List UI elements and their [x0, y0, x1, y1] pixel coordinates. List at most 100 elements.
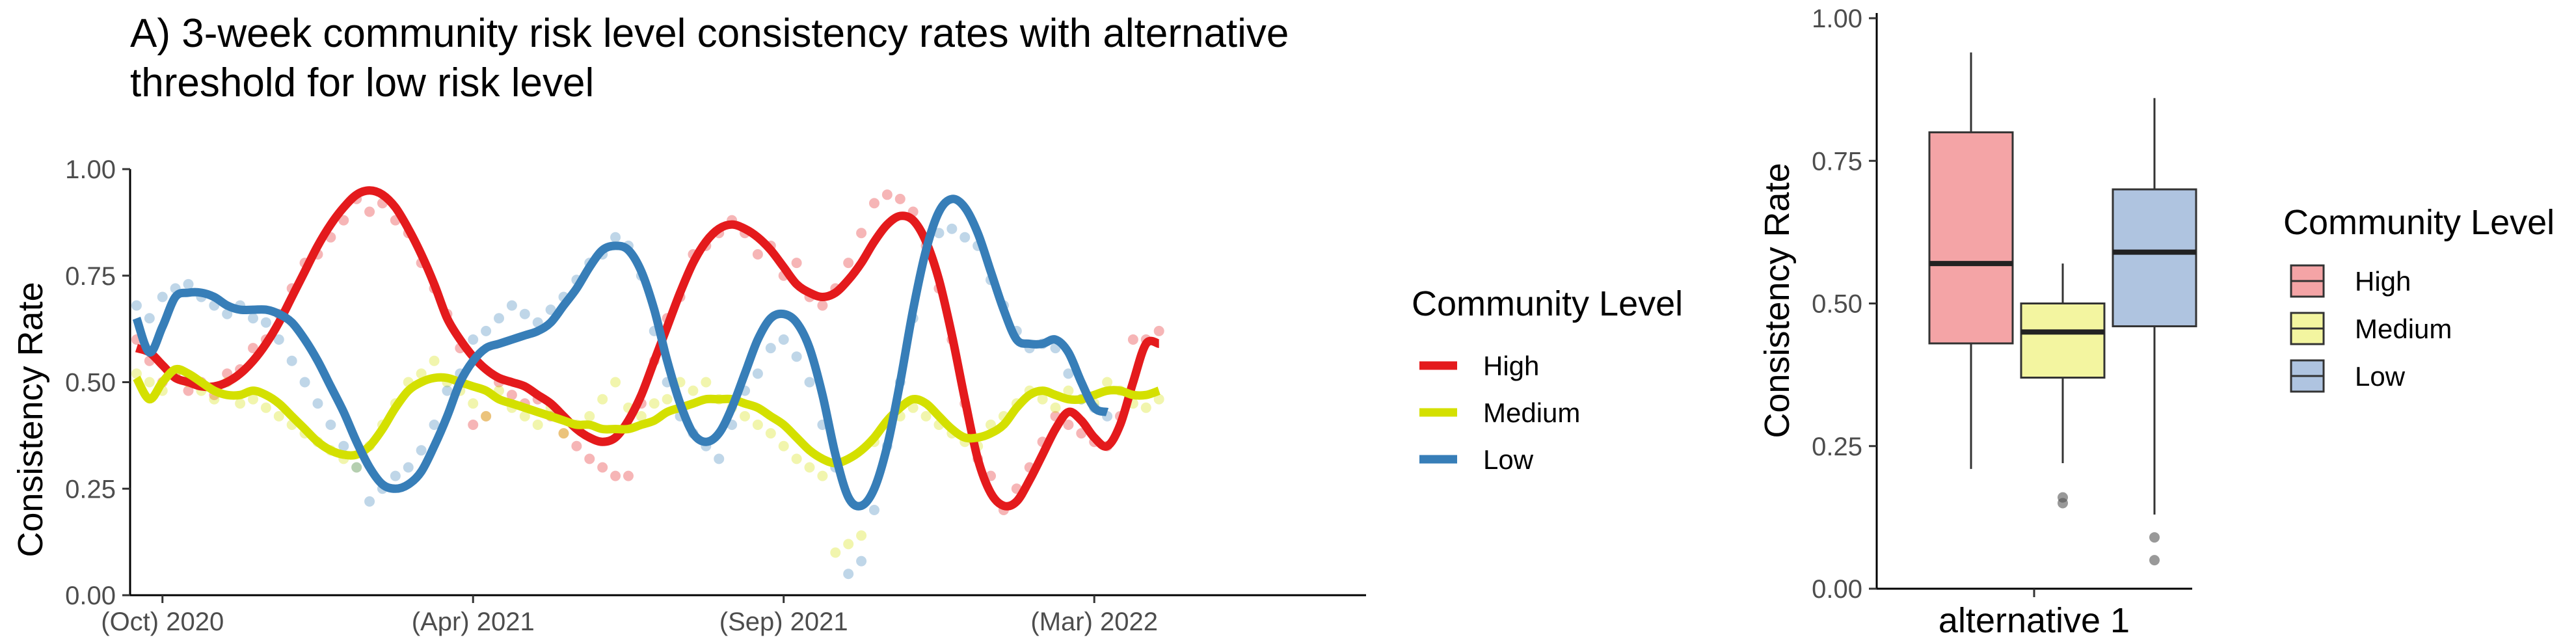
data-point-high — [364, 206, 375, 217]
data-point-low — [752, 368, 763, 379]
data-point-medium — [1153, 394, 1164, 405]
box-outlier-low — [2149, 555, 2160, 566]
data-point-high — [558, 428, 569, 439]
box-outlier-low — [2149, 532, 2160, 543]
data-point-medium — [817, 470, 828, 481]
data-point-high — [248, 343, 259, 354]
line-chart-curves — [132, 186, 1161, 511]
data-point-low — [248, 313, 259, 324]
box-y-tick-label: 0.25 — [1812, 433, 1862, 461]
data-point-medium — [1063, 385, 1074, 396]
data-point-medium — [752, 420, 763, 430]
data-point-medium — [209, 394, 220, 405]
data-point-medium — [558, 428, 569, 439]
line-y-tick-label: 1.00 — [65, 155, 116, 184]
data-point-low — [338, 440, 349, 451]
data-point-high — [868, 198, 879, 209]
data-point-medium — [144, 377, 155, 388]
box-legend-label-medium: Medium — [2355, 314, 2452, 344]
line-legend-label-low: Low — [1483, 444, 1534, 475]
data-point-low — [183, 278, 194, 289]
data-point-high — [752, 249, 763, 260]
data-point-medium — [649, 398, 660, 409]
box-outlier-medium — [2058, 492, 2068, 503]
data-point-low — [714, 453, 725, 464]
data-point-low — [506, 300, 517, 311]
data-point-medium — [740, 410, 751, 422]
data-point-low — [131, 300, 142, 311]
data-point-low — [429, 420, 440, 430]
box-y-tick-label: 0.50 — [1812, 290, 1862, 319]
box-chart-panel: 0.00 0.25 0.50 0.75 1.00 alternative 1 Consi… — [1758, 5, 2555, 640]
data-point-high — [1063, 420, 1074, 430]
data-point-medium — [468, 398, 479, 409]
data-point-high — [856, 228, 867, 239]
data-point-high — [506, 390, 517, 401]
data-point-low — [610, 232, 621, 243]
data-point-medium — [791, 453, 802, 464]
data-point-medium — [597, 394, 608, 405]
data-point-high — [623, 470, 634, 481]
data-point-low — [1063, 368, 1074, 379]
data-point-medium — [532, 420, 543, 430]
data-point-medium — [273, 410, 284, 422]
line-y-tick-label: 0.50 — [65, 369, 116, 397]
line-chart-y-ticks: 0.00 0.25 0.50 0.75 1.00 — [65, 155, 130, 610]
data-point-low — [390, 470, 401, 481]
line-y-tick-label: 0.00 — [65, 582, 116, 610]
data-point-high — [597, 462, 608, 473]
box-chart-y-axis-title: Consistency Rate — [1758, 163, 1797, 438]
box-y-tick-label: 0.00 — [1812, 575, 1862, 604]
box-medium — [2020, 263, 2106, 509]
data-point-medium — [856, 530, 867, 541]
data-point-high — [338, 215, 349, 226]
data-point-medium — [260, 402, 271, 413]
data-point-low — [299, 377, 310, 388]
box-iqr-high — [1928, 131, 2014, 345]
line-chart-legend: Community Level High Medium Low — [1412, 284, 1683, 475]
data-point-high — [843, 258, 854, 269]
data-point-low — [519, 308, 530, 319]
data-point-low — [351, 462, 362, 473]
data-point-medium — [416, 368, 427, 379]
data-point-low — [856, 556, 867, 567]
data-point-medium — [248, 394, 259, 405]
box-chart-legend: Community Level High Medium Low — [2283, 203, 2555, 393]
box-high — [1928, 52, 2014, 469]
data-point-medium — [662, 394, 673, 405]
data-point-high — [584, 453, 595, 464]
data-point-medium — [778, 440, 789, 451]
data-point-low — [403, 462, 414, 473]
data-point-low — [843, 569, 854, 580]
data-point-high — [894, 193, 906, 204]
data-point-low — [791, 351, 802, 362]
box-legend-title: Community Level — [2283, 203, 2555, 242]
data-point-high — [1153, 325, 1164, 336]
data-point-medium — [351, 462, 362, 473]
data-point-low — [804, 377, 815, 388]
data-point-high — [610, 470, 621, 481]
data-point-medium — [688, 385, 699, 396]
box-y-tick-label: 1.00 — [1812, 5, 1862, 33]
data-point-high — [881, 189, 892, 200]
data-point-medium — [1102, 377, 1113, 388]
box-y-tick-label: 0.75 — [1812, 147, 1862, 176]
data-point-medium — [636, 410, 647, 422]
data-point-medium — [519, 410, 530, 422]
line-x-tick-label: (Sep) 2021 — [719, 608, 848, 636]
data-point-low — [946, 223, 958, 234]
data-point-medium — [843, 539, 854, 550]
data-point-medium — [1050, 402, 1061, 413]
data-point-medium — [765, 428, 776, 439]
data-point-low — [442, 385, 453, 396]
data-point-low — [260, 317, 271, 328]
line-chart-x-ticks: (Oct) 2020 (Apr) 2021 (Sep) 2021 (Mar) 2022 — [101, 595, 1158, 636]
series-line-low — [132, 195, 1109, 511]
data-point-low — [144, 313, 155, 324]
data-point-low — [933, 228, 945, 239]
data-point-low — [157, 291, 168, 302]
data-point-medium — [235, 398, 246, 409]
data-point-high — [791, 258, 802, 269]
data-point-high — [481, 410, 492, 422]
